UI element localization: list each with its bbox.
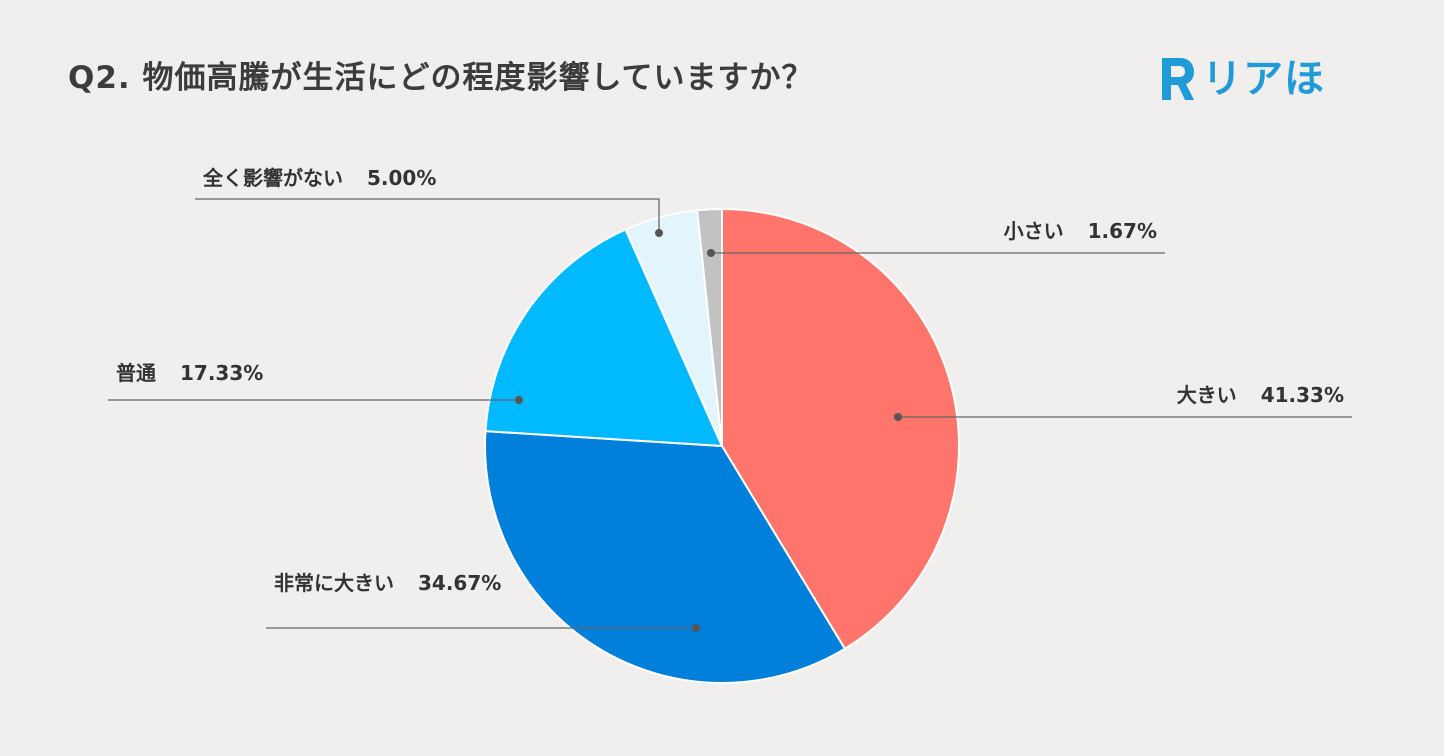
page-title: Q2. 物価高騰が生活にどの程度影響していますか？ xyxy=(68,60,814,96)
callout-4: 小さい 1.67% xyxy=(707,219,1165,257)
slice-value: 1.67% xyxy=(1088,219,1157,243)
brand-logo: リアほ xyxy=(1156,52,1325,106)
slice-value: 17.33% xyxy=(180,361,263,385)
slice-name: 普通 xyxy=(116,361,156,385)
slice-value: 5.00% xyxy=(367,166,436,190)
slice-label: 全く影響がない 5.00% xyxy=(202,166,436,190)
pie-slice-1 xyxy=(484,430,847,684)
callout-dot xyxy=(894,413,902,421)
callout-line xyxy=(195,198,660,233)
logo-r-icon xyxy=(1162,58,1194,100)
slice-label: 小さい 1.67% xyxy=(1004,219,1157,243)
slice-value: 41.33% xyxy=(1261,383,1344,407)
slice-name: 小さい xyxy=(1004,219,1064,243)
callout-dot xyxy=(515,396,523,404)
callout-2: 普通 17.33% xyxy=(108,361,523,404)
slice-label: 大きい 41.33% xyxy=(1177,383,1344,407)
pie-slice-2 xyxy=(484,228,724,448)
slice-value: 34.67% xyxy=(418,571,501,595)
pie-callouts: 大きい 41.33% 非常に大きい 34.67% 普通 17.33% 全く影響がない 5.00… xyxy=(108,166,1352,632)
callout-dot xyxy=(707,249,715,257)
pie-slice-0 xyxy=(721,207,961,651)
slice-label: 普通 17.33% xyxy=(116,361,263,385)
callout-dot xyxy=(655,229,663,237)
slice-label: 非常に大きい 34.67% xyxy=(274,571,501,595)
logo-text: リアほ xyxy=(1202,56,1325,102)
slice-name: 大きい xyxy=(1177,383,1237,407)
callout-dot xyxy=(692,624,700,632)
callout-0: 大きい 41.33% xyxy=(894,383,1352,421)
slice-name: 非常に大きい xyxy=(274,571,394,595)
pie-slice-4 xyxy=(696,207,723,447)
callout-3: 全く影響がない 5.00% xyxy=(195,166,663,237)
callout-1: 非常に大きい 34.67% xyxy=(266,571,700,632)
slice-name: 全く影響がない xyxy=(202,166,343,190)
pie-slices xyxy=(484,207,961,684)
